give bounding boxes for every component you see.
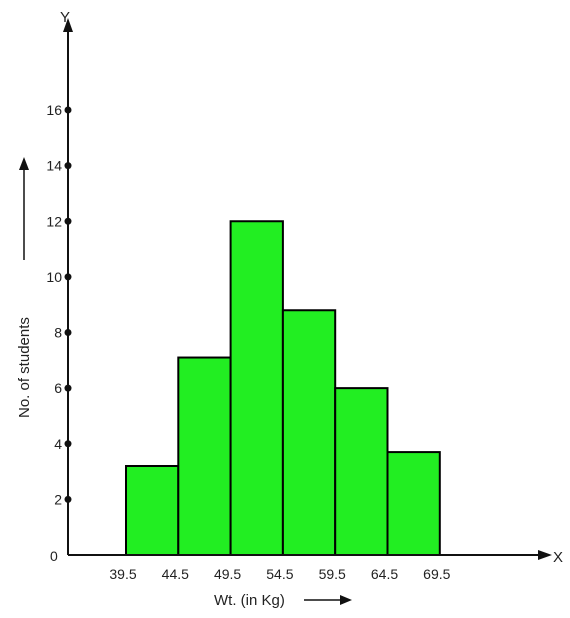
x-tick-label: 49.5 (214, 566, 241, 582)
x-axis-letter: X (553, 549, 563, 566)
y-axis-title: No. of students (16, 317, 33, 418)
x-axis-title: Wt. (in Kg) (214, 592, 285, 609)
y-tick-label: 4 (54, 436, 62, 452)
y-tick-label: 2 (54, 491, 62, 507)
x-tick-label: 69.5 (423, 566, 450, 582)
histogram-bar (386, 451, 441, 556)
y-tick-label: 16 (46, 102, 62, 118)
y-tick-label: 10 (46, 269, 62, 285)
y-tick-label: 12 (46, 213, 62, 229)
y-tick-label: 14 (46, 158, 62, 174)
y-tick-dot (64, 273, 72, 281)
y-tick-label: 6 (54, 380, 62, 396)
histogram-bar (125, 465, 180, 556)
x-tick-label: 59.5 (319, 566, 346, 582)
y-tick-dot (64, 384, 72, 392)
x-tick-label: 39.5 (109, 566, 136, 582)
histogram-bar (281, 309, 337, 556)
x-axis-arrow (538, 550, 552, 560)
x-axis-title-arrow (304, 595, 352, 605)
y-tick-dot (64, 106, 72, 114)
y-tick-label: 8 (54, 325, 62, 341)
histogram-bar (229, 220, 284, 556)
ticks-layer: 2 4 6 8 10 12 14 16 39.5 44.5 49.5 54.5 59.5 64.5 69.5 (46, 102, 450, 582)
origin-label: 0 (50, 548, 58, 564)
labels-layer: Y X 0 Wt. (in Kg) No. of students (16, 9, 563, 609)
y-tick-dot (64, 217, 72, 225)
y-axis-arrow (63, 18, 73, 32)
x-tick-label: 44.5 (162, 566, 189, 582)
y-tick-dot (64, 495, 72, 503)
y-axis-title-arrow (19, 157, 29, 260)
x-tick-label: 54.5 (266, 566, 293, 582)
axes-layer (63, 18, 552, 560)
x-tick-label: 64.5 (371, 566, 398, 582)
y-tick-dot (64, 329, 72, 336)
y-tick-dot (64, 162, 72, 170)
histogram-bar (177, 356, 232, 556)
y-tick-dot (64, 440, 72, 448)
bars-layer (125, 220, 441, 556)
y-axis-letter: Y (60, 9, 70, 26)
histogram-bar (334, 387, 389, 556)
